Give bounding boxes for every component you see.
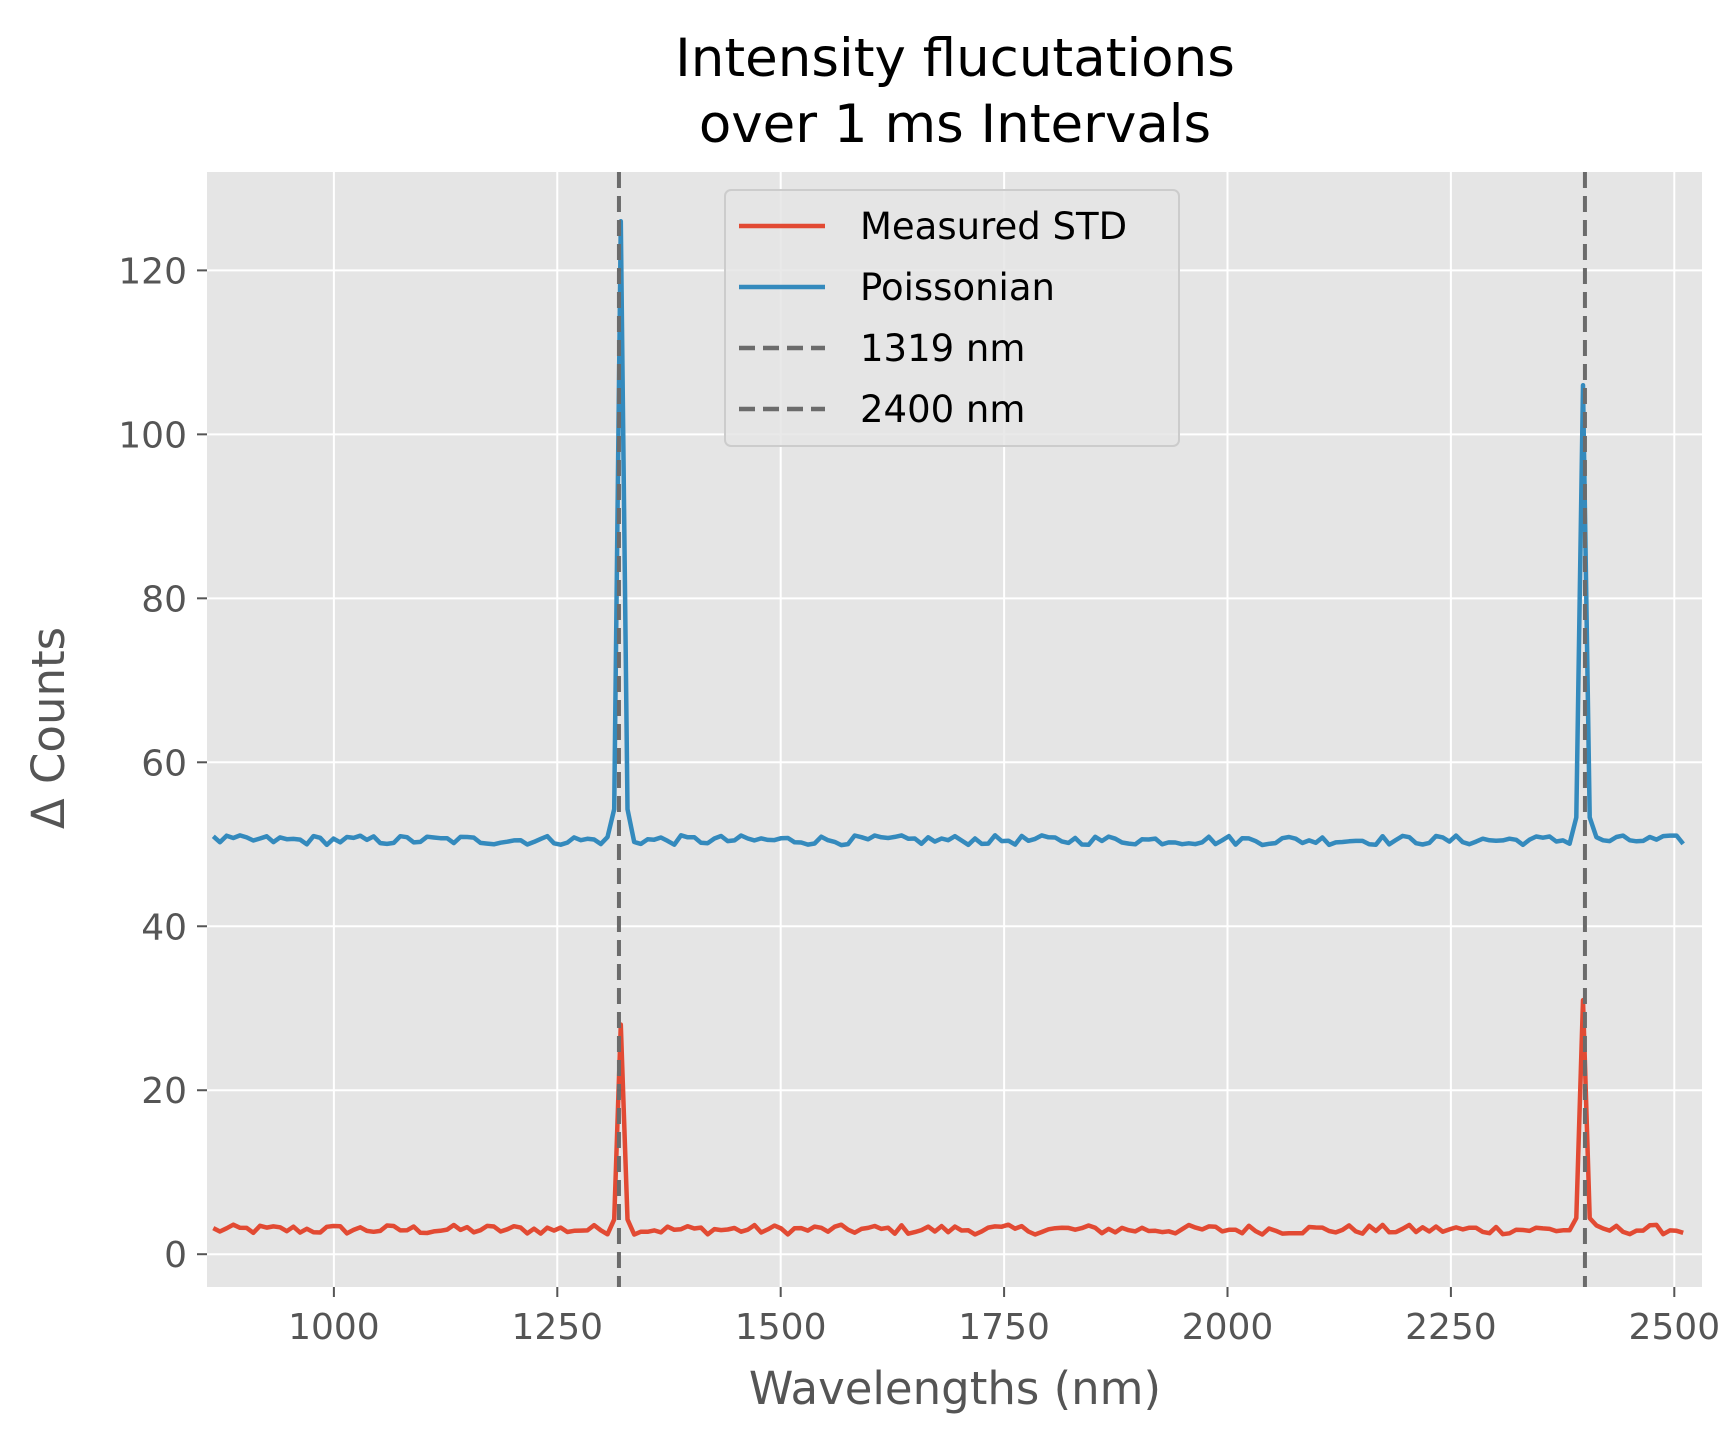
y-tick-label: 40 — [141, 907, 187, 948]
x-tick-label: 2500 — [1628, 1307, 1720, 1348]
series-layer — [211, 218, 1685, 1237]
y-tick-label: 80 — [141, 579, 187, 620]
x-tick-label: 1500 — [735, 1307, 827, 1348]
x-tick-label: 2000 — [1182, 1307, 1274, 1348]
y-tick-label: 60 — [141, 743, 187, 784]
y-tick-label: 100 — [118, 415, 187, 456]
legend-label: 1319 nm — [860, 327, 1025, 370]
legend-label: 2400 nm — [860, 388, 1025, 431]
legend-label: Poissonian — [860, 266, 1055, 309]
legend: Measured STD Poissonian 1319 nm 2400 nm — [724, 189, 1180, 447]
x-axis-label: Wavelengths (nm) — [749, 1362, 1161, 1415]
axis-ticks: 1000 1250 1500 1750 2000 2250 2500 0 20 40 60 80 100… — [118, 251, 1720, 1348]
series-line-poissonian — [211, 218, 1685, 848]
x-tick-label: 2250 — [1405, 1307, 1497, 1348]
series-line-measured-std — [212, 997, 1684, 1237]
x-tick-label: 1250 — [511, 1307, 603, 1348]
legend-box — [724, 189, 1180, 447]
x-tick-label: 1750 — [958, 1307, 1050, 1348]
x-tick-label: 1000 — [288, 1307, 380, 1348]
y-axis-label: Δ Counts — [22, 627, 75, 829]
chart-title-line-2: over 1 ms Intervals — [699, 94, 1211, 155]
reference-lines — [616, 172, 1587, 1287]
legend-label: Measured STD — [860, 205, 1127, 248]
y-tick-label: 20 — [141, 1071, 187, 1112]
y-tick-label: 0 — [164, 1235, 187, 1276]
chart-title-line-1: Intensity flucutations — [675, 28, 1235, 89]
y-tick-label: 120 — [118, 251, 187, 292]
